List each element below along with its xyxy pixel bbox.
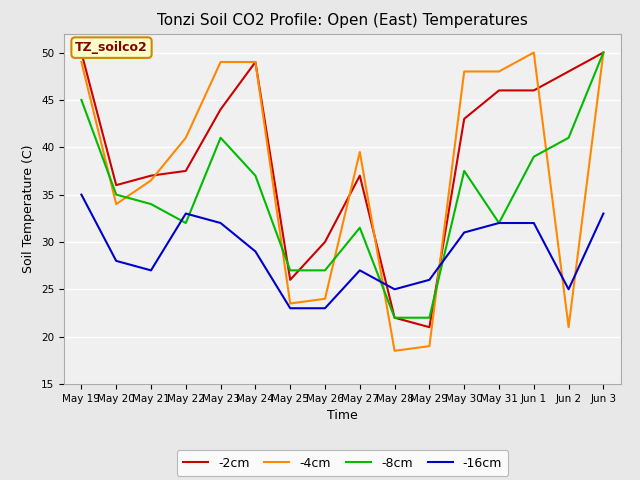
Legend: -2cm, -4cm, -8cm, -16cm: -2cm, -4cm, -8cm, -16cm xyxy=(177,450,508,476)
Y-axis label: Soil Temperature (C): Soil Temperature (C) xyxy=(22,144,35,273)
X-axis label: Time: Time xyxy=(327,409,358,422)
Text: TZ_soilco2: TZ_soilco2 xyxy=(75,41,148,54)
Title: Tonzi Soil CO2 Profile: Open (East) Temperatures: Tonzi Soil CO2 Profile: Open (East) Temp… xyxy=(157,13,528,28)
